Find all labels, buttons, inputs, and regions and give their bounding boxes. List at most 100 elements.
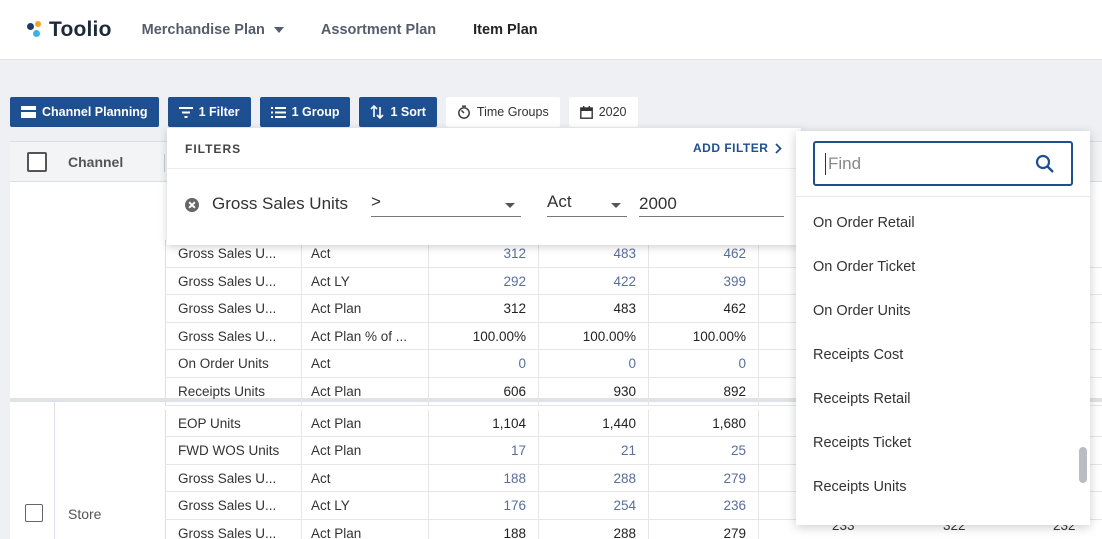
value-cell: 462	[723, 301, 746, 317]
sort-button[interactable]: 1 Sort	[359, 97, 437, 127]
find-search-box[interactable]	[813, 141, 1073, 186]
store-row-checkbox[interactable]	[25, 504, 43, 522]
column-divider	[758, 464, 759, 492]
column-divider	[301, 240, 302, 267]
nav-assortment-plan-label: Assortment Plan	[320, 21, 437, 38]
metric-cell: Gross Sales U...	[178, 301, 277, 317]
metric-cell: FWD WOS Units	[178, 443, 280, 459]
column-divider	[648, 409, 649, 437]
value-cell: 483	[613, 301, 636, 317]
table-row[interactable]: Gross Sales U... Act 188 288 279	[165, 464, 1102, 493]
table-row[interactable]: Gross Sales U... Act Plan % of ... 100.00%…	[165, 322, 1102, 351]
column-divider	[648, 267, 649, 295]
column-divider	[648, 350, 649, 377]
field-option[interactable]: Receipts Cost	[813, 347, 904, 363]
column-divider	[758, 322, 759, 350]
type-cell: Act Plan	[311, 443, 362, 459]
type-cell: Act	[311, 356, 331, 372]
table-row[interactable]: Gross Sales U... Act LY 292 422 399	[165, 267, 1102, 296]
field-option[interactable]: Receipts Retail	[813, 391, 911, 407]
filter-field-name[interactable]: Gross Sales Units	[212, 194, 349, 213]
metric-cell: EOP Units	[178, 415, 241, 431]
metric-cell: On Order Units	[178, 356, 269, 372]
year-button[interactable]: 2020	[568, 97, 638, 127]
column-divider	[538, 519, 539, 539]
column-divider	[538, 267, 539, 295]
value-cell: 0	[738, 356, 746, 372]
column-divider	[428, 437, 429, 464]
value-cell: 21	[620, 443, 636, 459]
column-divider	[648, 464, 649, 492]
remove-filter-icon[interactable]	[185, 198, 199, 212]
chevron-right-icon	[775, 142, 783, 154]
nav-item-plan[interactable]: Item Plan	[473, 22, 537, 38]
value-cell: 1,680	[712, 415, 746, 431]
column-divider	[538, 464, 539, 492]
column-divider	[648, 240, 649, 267]
time-groups-button[interactable]: Time Groups	[445, 97, 560, 127]
scrollbar-thumb[interactable]	[1079, 447, 1087, 483]
metric-cell: Gross Sales U...	[178, 246, 277, 261]
column-resize-handle[interactable]	[164, 154, 165, 172]
metric-cell: Receipts Units	[178, 383, 266, 399]
group-button[interactable]: 1 Group	[259, 97, 351, 127]
field-option[interactable]: On Order Units	[813, 303, 911, 319]
metric-cell: Gross Sales U...	[178, 328, 277, 344]
type-cell: Act Plan	[311, 301, 362, 317]
value-cell: 100.00%	[692, 328, 746, 344]
table-row[interactable]: Gross Sales U... Act LY 176 254 236	[165, 492, 1102, 520]
table-row[interactable]: FWD WOS Units Act Plan 17 21 25	[165, 437, 1102, 465]
nav-merchandise-plan[interactable]: Merchandise Plan	[142, 22, 284, 38]
channel-planning-button[interactable]: Channel Planning	[10, 97, 159, 127]
value-cell: 422	[613, 273, 636, 289]
logo[interactable]: Toolio	[27, 18, 112, 42]
column-divider	[301, 519, 302, 539]
column-divider	[758, 437, 759, 464]
column-divider	[301, 437, 302, 464]
filter-type-select[interactable]: Act	[547, 192, 627, 217]
nav-assortment-plan[interactable]: Assortment Plan	[321, 22, 436, 38]
column-divider	[758, 409, 759, 437]
filter-value-input[interactable]	[639, 192, 784, 217]
column-divider	[428, 267, 429, 295]
nav-merchandise-plan-label: Merchandise Plan	[141, 21, 265, 38]
table-row[interactable]: Gross Sales U... Act Plan 188 288 279	[165, 519, 1102, 539]
channel-column-header[interactable]: Channel	[68, 154, 124, 170]
field-option[interactable]: On Order Ticket	[813, 259, 916, 275]
value-cell: 892	[723, 383, 746, 399]
search-icon[interactable]	[1035, 154, 1055, 174]
value-cell: 1,104	[492, 415, 526, 431]
field-option[interactable]: Receipts Units	[813, 479, 907, 495]
filter-operator-select[interactable]: >	[371, 192, 521, 217]
nav-item-plan-label: Item Plan	[473, 21, 538, 38]
column-divider	[648, 492, 649, 519]
column-divider	[758, 240, 759, 267]
column-divider	[428, 295, 429, 322]
table-row[interactable]: Gross Sales U... Act 312 483 462	[165, 240, 1102, 268]
table-row[interactable]: Gross Sales U... Act Plan 312 483 462	[165, 295, 1102, 323]
main-nav: Merchandise Plan Assortment Plan Item Pl…	[142, 22, 575, 38]
field-option[interactable]: Receipts Ticket	[813, 435, 912, 451]
column-divider	[758, 350, 759, 377]
filter-operator-value: >	[371, 192, 381, 211]
add-filter-button[interactable]: ADD FILTER	[693, 141, 783, 155]
type-cell: Act Plan	[311, 415, 362, 431]
field-list: On Order Retail On Order Ticket On Order U…	[796, 201, 1076, 509]
filter-type-value: Act	[547, 192, 572, 211]
filter-label: 1 Filter	[198, 105, 240, 119]
field-option[interactable]: On Order Retail	[813, 215, 915, 231]
table-row[interactable]: On Order Units Act 0 0 0	[165, 350, 1102, 378]
table-rows: Gross Sales U... Act 312 483 462 Gross Sales …	[165, 240, 1102, 539]
filter-button[interactable]: 1 Filter	[167, 97, 251, 127]
store-group-column	[10, 402, 55, 539]
value-cell: 483	[613, 246, 636, 261]
value-cell: 176	[503, 498, 526, 514]
column-divider	[758, 492, 759, 519]
table-row[interactable]: EOP Units Act Plan 1,104 1,440 1,680	[165, 409, 1102, 438]
find-input[interactable]	[825, 153, 1025, 175]
toolbar: Channel Planning 1 Filter 1 Group 1 Sort…	[10, 97, 647, 127]
column-divider	[301, 267, 302, 295]
value-cell: 279	[723, 470, 746, 486]
table-row[interactable]: Receipts Units Act Plan 606 930 892	[165, 377, 1102, 406]
select-all-checkbox[interactable]	[27, 152, 47, 172]
